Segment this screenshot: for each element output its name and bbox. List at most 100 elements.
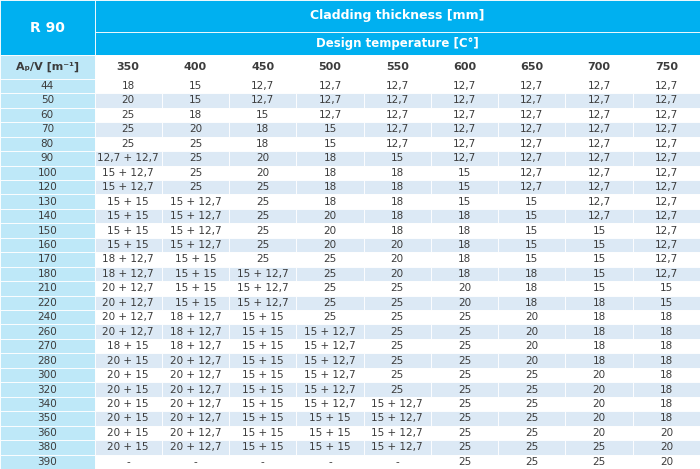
Bar [0, 55, 94, 79]
Bar [431, 426, 498, 440]
Text: 12,7: 12,7 [520, 96, 543, 106]
Bar [566, 238, 633, 252]
Bar [94, 368, 162, 382]
Text: 400: 400 [184, 62, 207, 72]
Text: 12,7: 12,7 [587, 110, 610, 120]
Text: 18: 18 [592, 341, 606, 351]
Text: 15 + 15: 15 + 15 [242, 442, 284, 452]
Text: 25: 25 [256, 226, 270, 235]
Bar [94, 223, 162, 238]
Bar [566, 267, 633, 281]
Bar [94, 136, 162, 151]
Text: 20 + 12,7: 20 + 12,7 [169, 442, 221, 452]
Bar [498, 55, 566, 79]
Bar [363, 79, 431, 93]
Text: 18: 18 [592, 298, 606, 308]
Bar [0, 238, 94, 252]
Text: 15: 15 [592, 255, 606, 265]
Bar [363, 454, 431, 469]
Bar [0, 0, 94, 55]
Bar [0, 382, 94, 397]
Text: 15 + 12,7: 15 + 12,7 [237, 298, 288, 308]
Bar [498, 281, 566, 295]
Bar [0, 108, 94, 122]
Bar [0, 325, 94, 339]
Text: 20: 20 [189, 124, 202, 135]
Bar [431, 180, 498, 195]
Text: 20 + 12,7: 20 + 12,7 [169, 413, 221, 424]
Text: 25: 25 [458, 399, 471, 409]
Text: 15 + 15: 15 + 15 [242, 399, 284, 409]
Text: 15: 15 [525, 255, 538, 265]
Text: Cladding thickness [mm]: Cladding thickness [mm] [310, 9, 484, 23]
Text: 20: 20 [660, 457, 673, 467]
Bar [162, 267, 229, 281]
Bar [363, 281, 431, 295]
Bar [633, 440, 700, 454]
Bar [431, 93, 498, 108]
Text: 25: 25 [458, 442, 471, 452]
Bar [431, 397, 498, 411]
Bar [0, 151, 94, 166]
Text: 60: 60 [41, 110, 54, 120]
Text: 18: 18 [458, 211, 471, 221]
Text: 280: 280 [37, 356, 57, 366]
Bar [229, 310, 296, 325]
Bar [296, 339, 363, 353]
Bar [633, 267, 700, 281]
Text: 15 + 12,7: 15 + 12,7 [304, 356, 356, 366]
Text: 15: 15 [525, 197, 538, 207]
Text: 18: 18 [323, 197, 337, 207]
Text: 15 + 15: 15 + 15 [107, 197, 149, 207]
Text: 650: 650 [520, 62, 543, 72]
Bar [94, 209, 162, 223]
Bar [296, 411, 363, 426]
Text: 18: 18 [659, 399, 673, 409]
Text: 25: 25 [458, 356, 471, 366]
Bar [633, 252, 700, 267]
Text: 18: 18 [391, 182, 404, 192]
Text: 350: 350 [37, 413, 57, 424]
Bar [498, 382, 566, 397]
Text: 20 + 15: 20 + 15 [107, 385, 149, 394]
Text: 18: 18 [659, 413, 673, 424]
Bar [566, 166, 633, 180]
Bar [229, 122, 296, 136]
Text: 18: 18 [659, 370, 673, 380]
Bar [363, 252, 431, 267]
Text: 12,7: 12,7 [587, 197, 610, 207]
Bar [162, 55, 229, 79]
Text: 15 + 15: 15 + 15 [309, 413, 351, 424]
Bar [229, 382, 296, 397]
Bar [363, 295, 431, 310]
Bar [498, 252, 566, 267]
Text: -: - [193, 457, 197, 467]
Text: 12,7: 12,7 [587, 96, 610, 106]
Bar [566, 368, 633, 382]
Text: 20: 20 [458, 283, 471, 293]
Text: 18: 18 [659, 356, 673, 366]
Bar [498, 136, 566, 151]
Bar [0, 209, 94, 223]
Bar [162, 252, 229, 267]
Text: 12,7: 12,7 [654, 139, 678, 149]
Text: 550: 550 [386, 62, 409, 72]
Bar [94, 295, 162, 310]
Text: 170: 170 [37, 255, 57, 265]
Text: 25: 25 [525, 428, 538, 438]
Text: 15: 15 [323, 124, 337, 135]
Text: 12,7: 12,7 [520, 168, 543, 178]
Bar [566, 136, 633, 151]
Text: 20: 20 [592, 385, 606, 394]
Text: 15 + 15: 15 + 15 [174, 255, 216, 265]
Text: 270: 270 [37, 341, 57, 351]
Bar [633, 281, 700, 295]
Text: 20: 20 [458, 298, 471, 308]
Bar [0, 79, 94, 93]
Text: 25: 25 [391, 283, 404, 293]
Bar [0, 122, 94, 136]
Bar [296, 252, 363, 267]
Bar [162, 295, 229, 310]
Text: 25: 25 [458, 413, 471, 424]
Text: 15 + 15: 15 + 15 [174, 269, 216, 279]
